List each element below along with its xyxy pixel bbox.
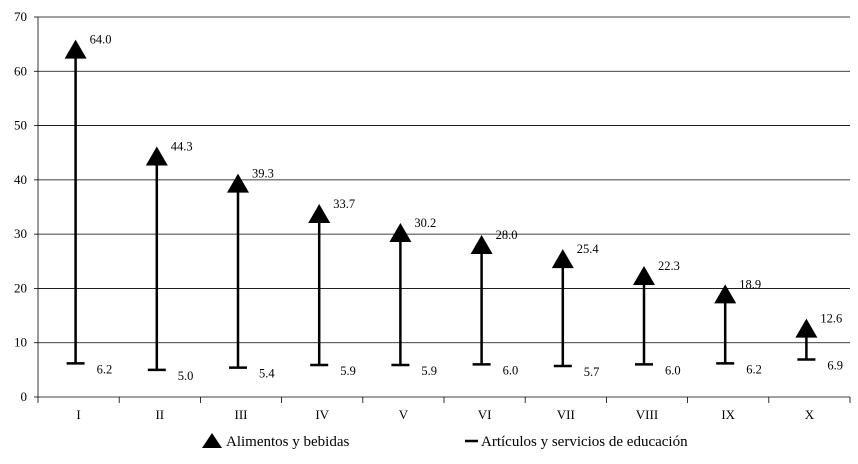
x-tick-label: VIII <box>636 407 658 422</box>
x-tick-label: III <box>235 407 248 422</box>
data-label-education: 6.0 <box>665 363 681 377</box>
data-label-education: 5.9 <box>340 364 356 378</box>
y-tick-label: 20 <box>14 280 27 295</box>
x-tick-label: IV <box>315 407 329 422</box>
gridlines <box>38 16 850 344</box>
food-triangle-marker <box>64 39 87 59</box>
legend-label-educacion: Artículos y servicios de educación <box>481 434 688 450</box>
data-label-food: 33.7 <box>333 197 355 211</box>
data-label-food: 12.6 <box>820 312 842 326</box>
food-triangle-marker <box>227 173 249 193</box>
data-label-education: 5.4 <box>259 367 275 381</box>
food-triangle-marker <box>389 223 412 243</box>
data-label-food: 39.3 <box>252 167 274 181</box>
data-label-food: 44.3 <box>171 140 193 154</box>
legend: Alimentos y bebidas Artículos y servicio… <box>202 433 688 450</box>
data-label-education: 5.9 <box>421 364 437 378</box>
data-label-education: 5.7 <box>584 365 600 379</box>
y-tick-label: 70 <box>14 9 27 24</box>
y-tick-label: 0 <box>21 389 28 404</box>
legend-label-alimentos: Alimentos y bebidas <box>226 434 349 450</box>
x-tick-label: VI <box>478 407 492 422</box>
food-triangle-marker <box>470 235 493 254</box>
data-label-food: 28.0 <box>496 228 518 242</box>
food-triangle-marker <box>308 204 331 224</box>
data-label-food: 30.2 <box>414 216 436 230</box>
y-tick-label: 50 <box>14 118 27 133</box>
y-axis-ticks: 0 10 20 30 40 50 60 70 <box>14 9 38 404</box>
data-label-food: 64.0 <box>90 33 112 47</box>
data-labels: 64.0 6.2 44.3 5.0 39.3 5.4 33.7 5.9 30.2 5.9 28.0 6… <box>90 33 843 383</box>
y-tick-label: 40 <box>14 172 27 187</box>
data-label-food: 18.9 <box>739 277 761 291</box>
axes <box>37 17 850 398</box>
food-triangle-marker <box>714 284 737 304</box>
food-triangle-marker <box>145 146 168 166</box>
data-label-food: 25.4 <box>577 242 600 256</box>
y-tick-label: 10 <box>14 335 27 350</box>
y-tick-label: 60 <box>14 63 27 78</box>
y-tick-label: 30 <box>14 226 27 241</box>
x-tick-label: IX <box>721 407 735 422</box>
chart-marks <box>64 39 818 372</box>
food-triangle-marker <box>551 249 574 269</box>
x-tick-label: I <box>76 407 80 422</box>
data-label-education: 6.0 <box>503 363 519 377</box>
x-tick-label: V <box>399 407 409 422</box>
data-label-education: 5.0 <box>178 369 194 383</box>
x-tick-label: VII <box>557 407 575 422</box>
data-label-education: 6.2 <box>97 362 113 376</box>
x-tick-label: II <box>155 407 164 422</box>
food-triangle-marker <box>795 318 818 338</box>
food-triangle-marker <box>633 265 655 285</box>
x-tick-label: X <box>805 407 815 422</box>
data-label-food: 22.3 <box>658 259 680 273</box>
data-label-education: 6.2 <box>746 362 762 376</box>
x-axis-ticks: I II III IV V VI VII VIII IX X <box>37 397 851 422</box>
data-label-education: 6.9 <box>827 359 843 373</box>
legend-triangle-marker <box>202 433 222 448</box>
